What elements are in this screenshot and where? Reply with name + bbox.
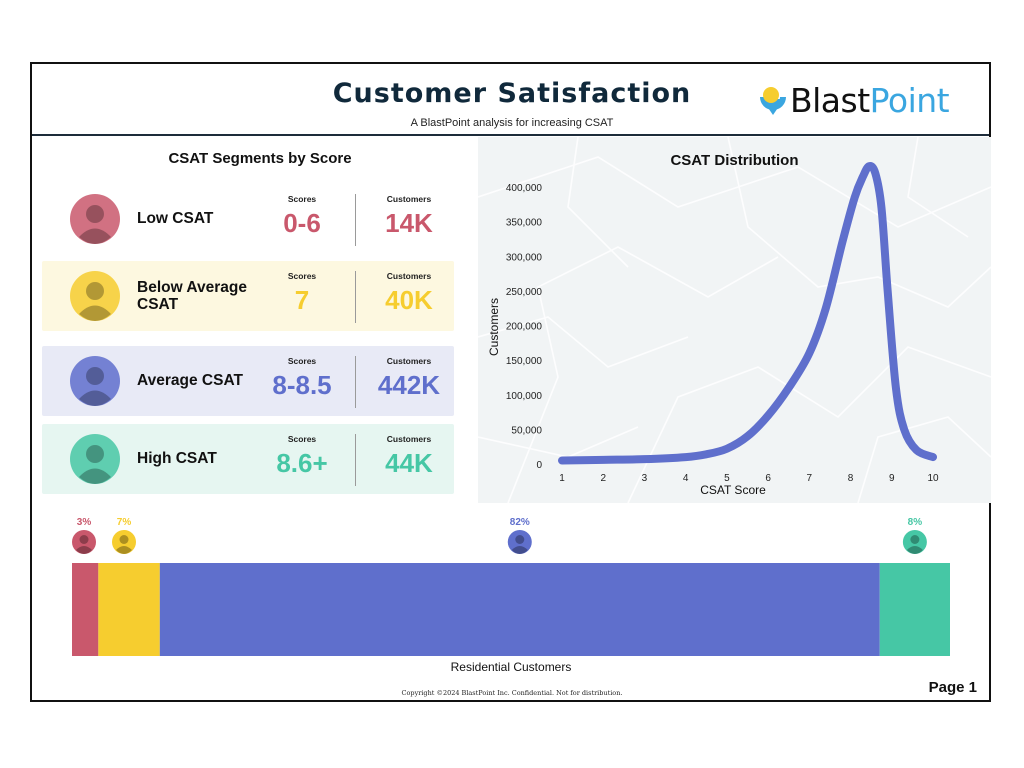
distribution-series-line <box>558 162 937 465</box>
x-tick-label: 4 <box>683 473 689 484</box>
scores-label: Scores <box>287 271 317 281</box>
person-icon <box>72 530 96 554</box>
logo-text-main: Blast <box>790 80 870 120</box>
x-tick-label: 10 <box>927 473 939 484</box>
distribution-chart-panel: CSAT Distribution 0 50,000 100,000 150,000 2… <box>478 137 991 503</box>
share-value-label: 82% <box>510 517 530 528</box>
customers-label: Customers <box>386 194 432 204</box>
report-frame: Customer Satisfaction A BlastPoint analy… <box>30 62 991 702</box>
y-tick-label: 250,000 <box>506 287 543 298</box>
x-tick-label: 2 <box>600 473 606 484</box>
scores-value: 8.6+ <box>276 448 328 478</box>
stat-divider <box>355 271 356 323</box>
scores-value: 8-8.5 <box>272 370 332 400</box>
person-icon <box>70 271 120 321</box>
blastpoint-logo: BlastPoint <box>756 80 950 120</box>
customers-label: Customers <box>386 434 432 444</box>
x-tick-label: 8 <box>848 473 854 484</box>
segment-row: Below Average CSAT Scores 7 Customers 40K <box>42 261 454 331</box>
segment-name: Average CSAT <box>137 372 243 389</box>
customers-label: Customers <box>386 271 432 281</box>
y-tick-label: 50,000 <box>511 425 542 436</box>
customers-label: Customers <box>386 356 432 366</box>
y-tick-label: 200,000 <box>506 322 543 333</box>
y-tick-label: 100,000 <box>506 391 543 402</box>
share-bar-segment <box>98 563 160 656</box>
scores-value: 0-6 <box>283 208 321 238</box>
person-icon <box>70 434 120 484</box>
share-value-label: 8% <box>908 517 923 528</box>
page-number: Page 1 <box>928 679 977 696</box>
y-tick-label: 0 <box>536 460 542 471</box>
segment-name-line2: CSAT <box>137 296 179 313</box>
segment-name-line1: Average CSAT <box>137 372 243 389</box>
share-bar-segment <box>72 563 99 656</box>
share-bar-area: 3% 7% 82% 8% Residential Customers <box>32 504 989 704</box>
segment-avatar <box>70 194 120 244</box>
y-tick-label: 400,000 <box>506 183 543 194</box>
scores-label: Scores <box>287 434 317 444</box>
logo-text-accent: Point <box>869 80 950 120</box>
share-bar-segment <box>159 563 880 656</box>
customers-value: 44K <box>385 448 433 478</box>
y-axis-label: Customers <box>487 298 501 356</box>
share-bar-segment <box>879 563 950 656</box>
person-icon <box>70 356 120 406</box>
y-tick-label: 350,000 <box>506 218 543 229</box>
segment-row: High CSAT Scores 8.6+ Customers 44K <box>42 424 454 494</box>
share-bar-axis-label: Residential Customers <box>451 660 572 674</box>
person-icon <box>70 194 120 244</box>
segment-name-line1: Low CSAT <box>137 210 214 227</box>
stat-divider <box>355 194 356 246</box>
logo-text: BlastPoint <box>790 80 950 120</box>
y-tick-label: 150,000 <box>506 356 543 367</box>
segment-name-line1: High CSAT <box>137 450 217 467</box>
stat-divider <box>355 434 356 486</box>
share-bar-chart: 3% 7% 82% 8% Residential Customers <box>72 517 950 674</box>
y-tick-label: 300,000 <box>506 252 543 263</box>
page-subtitle: A BlastPoint analysis for increasing CSA… <box>410 117 614 129</box>
segment-row: Low CSAT Scores 0-6 Customers 14K <box>42 184 454 254</box>
scores-value: 7 <box>294 285 310 315</box>
distribution-chart-title: CSAT Distribution <box>670 152 799 169</box>
segment-row: Average CSAT Scores 8-8.5 Customers 442K <box>42 346 454 416</box>
segment-avatar <box>70 434 120 484</box>
x-tick-label: 1 <box>559 473 565 484</box>
customers-value: 40K <box>385 285 433 315</box>
x-tick-label: 3 <box>642 473 648 484</box>
customers-value: 14K <box>385 208 433 238</box>
person-icon <box>902 530 927 554</box>
segment-name: Low CSAT <box>137 210 213 227</box>
customers-value: 442K <box>377 370 441 400</box>
segment-avatar <box>70 271 120 321</box>
page-title: Customer Satisfaction <box>332 78 692 109</box>
segments-title: CSAT Segments by Score <box>168 150 352 167</box>
segment-name: High CSAT <box>137 450 217 467</box>
x-axis-label: CSAT Score <box>700 483 766 497</box>
person-icon <box>112 530 136 554</box>
segment-name-line1: Below Average <box>137 279 247 296</box>
person-icon <box>507 530 532 554</box>
x-tick-label: 5 <box>724 473 730 484</box>
distribution-line-chart: 0 50,000 100,000 150,000 200,000 250,000 300,0… <box>487 162 939 497</box>
share-value-label: 7% <box>117 517 132 528</box>
blastpoint-logo-icon <box>760 87 786 115</box>
x-tick-label: 6 <box>765 473 771 484</box>
stat-divider <box>355 356 356 408</box>
header: Customer Satisfaction A BlastPoint analy… <box>32 64 989 136</box>
x-tick-label: 7 <box>807 473 813 484</box>
scores-label: Scores <box>287 356 317 366</box>
x-tick-label: 9 <box>889 473 895 484</box>
copyright: Copyright ©2024 BlastPoint Inc. Confiden… <box>401 689 623 697</box>
scores-label: Scores <box>287 194 317 204</box>
segment-name: Below Average CSAT <box>137 279 247 313</box>
segment-avatar <box>70 356 120 406</box>
share-value-label: 3% <box>77 517 92 528</box>
